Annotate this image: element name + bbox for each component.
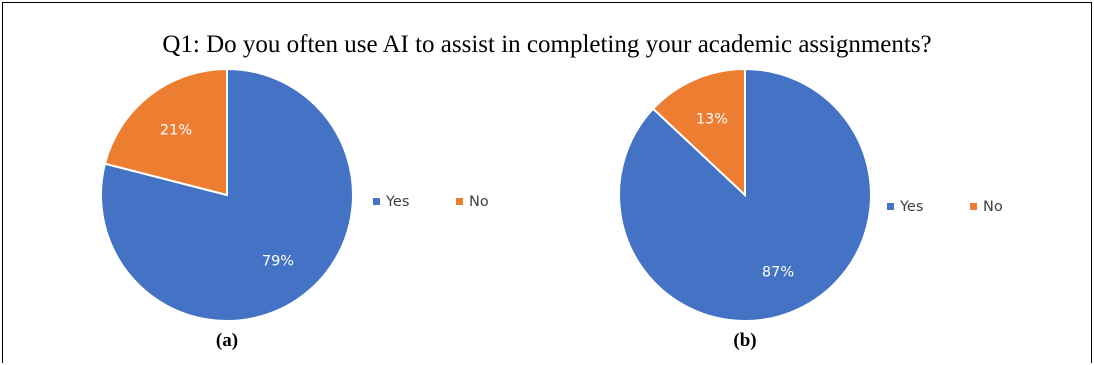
legend-swatch-no [970,203,977,210]
data-label-no: 21% [160,122,192,138]
legend-label-yes: Yes [899,199,923,215]
chart-caption: (b) [733,330,756,351]
legend-label-yes: Yes [385,194,409,210]
figure-title: Q1: Do you often use AI to assist in com… [162,31,932,58]
legend-swatch-no [456,198,463,205]
pie-chart-b: 87% 13% Yes No (b) [618,67,1003,351]
legend-label-no: No [983,199,1003,215]
pie-slice-yes [618,67,872,322]
pie-slice-no [103,67,228,197]
legend-swatch-yes [887,203,894,210]
chart-caption: (a) [216,330,238,351]
data-label-yes: 87% [762,264,794,280]
data-label-yes: 79% [262,254,294,270]
pie-slice-no [651,67,746,198]
data-label-no: 13% [696,112,728,128]
pie-chart-a: 79% 21% Yes No (a) [100,67,489,351]
legend-swatch-yes [373,198,380,205]
legend-label-no: No [469,194,489,210]
